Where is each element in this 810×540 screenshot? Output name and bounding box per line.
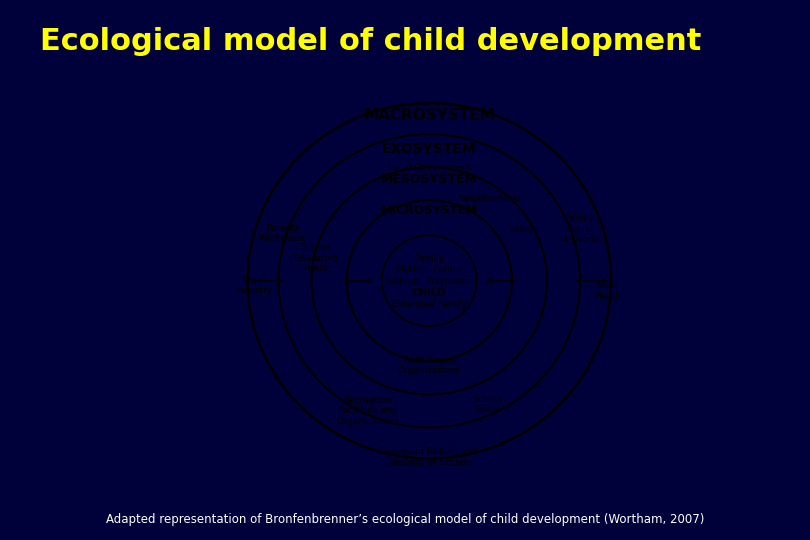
Text: MACROSYSTEM: MACROSYSTEM xyxy=(364,108,495,123)
Text: School
Board: School Board xyxy=(472,395,502,414)
Text: MICROSYSTEM: MICROSYSTEM xyxy=(381,204,478,217)
Text: MESOSYSTEM: MESOSYSTEM xyxy=(381,173,478,186)
Text: Recreation
Facilities and
Organizations: Recreation Facilities and Organizations xyxy=(336,396,399,426)
Text: CHILD: CHILD xyxy=(413,288,446,298)
Text: Mass
Media: Mass Media xyxy=(593,281,620,301)
Text: Siblings, Playmates: Siblings, Playmates xyxy=(386,276,473,286)
Text: Parents
Workplace: Parents Workplace xyxy=(259,224,306,243)
Text: Faith-Based
Organizations: Faith-Based Organizations xyxy=(398,356,461,375)
Text: Extended Family: Extended Family xyxy=(392,300,467,309)
Text: Village: Village xyxy=(509,225,539,234)
Text: EXOSYSTEM: EXOSYSTEM xyxy=(382,141,476,156)
Text: Neighborhood: Neighborhood xyxy=(458,194,521,202)
Text: Family: Family xyxy=(415,254,444,262)
Text: Local Government: Local Government xyxy=(388,163,471,172)
Text: Ecological model of child development: Ecological model of child development xyxy=(40,27,702,56)
Text: Adapted representation of Bronfenbrenner’s ecological model of child development: Adapted representation of Bronfenbrenner… xyxy=(106,514,704,526)
Text: Mother, Father: Mother, Father xyxy=(396,265,463,274)
Text: Local
Industry: Local Industry xyxy=(235,275,272,295)
Text: Dominant Beliefs and
Ideology of Society: Dominant Beliefs and Ideology of Society xyxy=(381,448,478,467)
Text: School
Educators
Peers: School Educators Peers xyxy=(293,243,339,273)
Text: Family
Social
Networks: Family Social Networks xyxy=(559,214,601,244)
